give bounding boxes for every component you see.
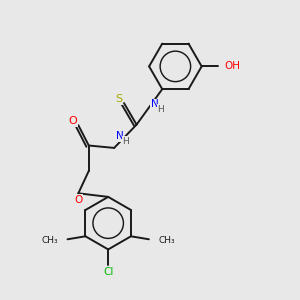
Text: O: O	[74, 195, 82, 205]
Text: S: S	[115, 94, 122, 103]
Text: CH₃: CH₃	[41, 236, 58, 245]
Text: Cl: Cl	[103, 267, 113, 277]
Text: H: H	[123, 137, 129, 146]
Text: O: O	[69, 116, 77, 126]
Text: N: N	[116, 131, 123, 141]
Text: H: H	[158, 105, 164, 114]
Text: CH₃: CH₃	[158, 236, 175, 245]
Text: OH: OH	[224, 61, 240, 71]
Text: N: N	[151, 100, 159, 110]
